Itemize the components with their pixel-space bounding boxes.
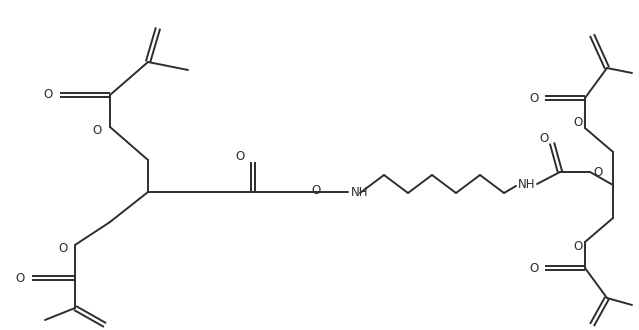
Text: O: O: [93, 123, 102, 137]
Text: O: O: [594, 166, 603, 179]
Text: O: O: [58, 242, 68, 254]
Text: O: O: [539, 131, 549, 145]
Text: O: O: [43, 88, 52, 102]
Text: O: O: [235, 149, 245, 162]
Text: O: O: [573, 241, 583, 253]
Text: NH: NH: [351, 186, 369, 200]
Text: O: O: [311, 184, 321, 197]
Text: O: O: [573, 116, 583, 129]
Text: NH: NH: [518, 178, 535, 190]
Text: O: O: [529, 261, 539, 275]
Text: O: O: [15, 272, 25, 284]
Text: O: O: [529, 91, 539, 105]
